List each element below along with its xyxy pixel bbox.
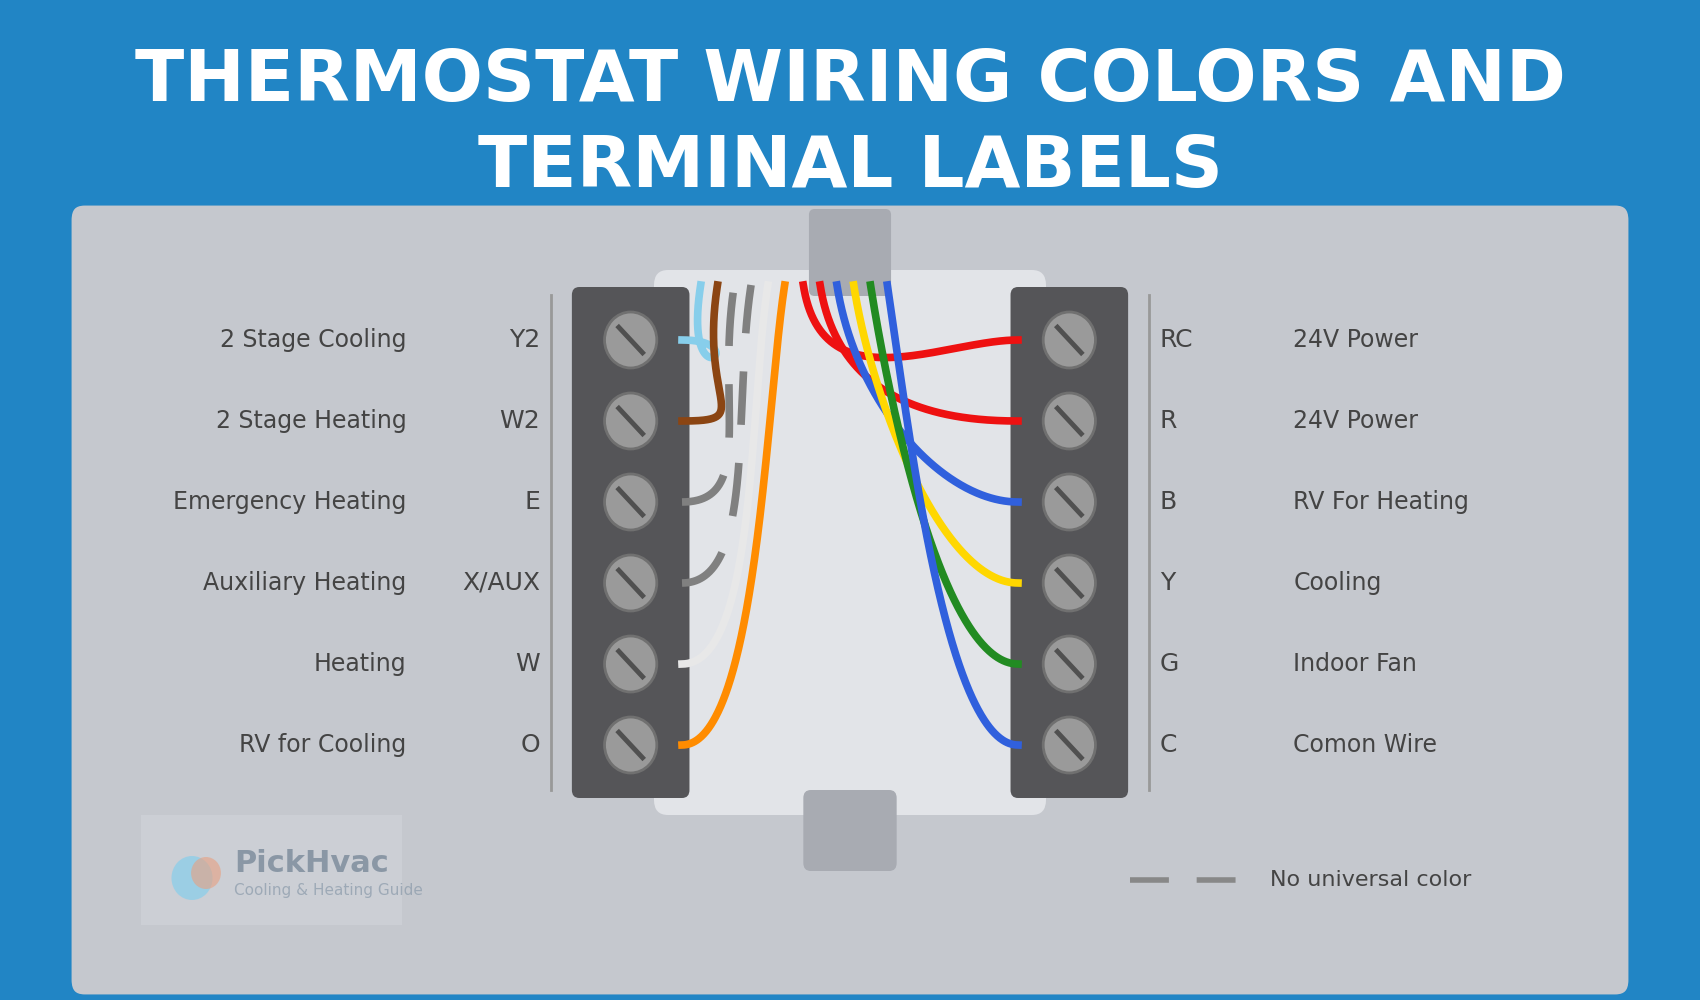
Text: 24V Power: 24V Power [1294,328,1418,352]
Text: W: W [515,652,541,676]
Circle shape [1044,636,1095,692]
Text: E: E [524,490,541,514]
Text: Y2: Y2 [508,328,541,352]
Text: THERMOSTAT WIRING COLORS AND: THERMOSTAT WIRING COLORS AND [134,47,1566,116]
FancyBboxPatch shape [809,209,891,296]
Text: Cooling & Heating Guide: Cooling & Heating Guide [235,882,423,898]
Text: Heating: Heating [314,652,406,676]
Text: 2 Stage Cooling: 2 Stage Cooling [221,328,406,352]
Text: Emergency Heating: Emergency Heating [173,490,406,514]
Bar [56,0,1644,230]
Text: TERMINAL LABELS: TERMINAL LABELS [478,133,1222,202]
Circle shape [605,555,656,611]
Text: PickHvac: PickHvac [235,848,389,878]
Text: 24V Power: 24V Power [1294,409,1418,433]
Text: Cooling: Cooling [1294,571,1382,595]
Circle shape [190,857,221,889]
Circle shape [605,474,656,530]
Circle shape [605,393,656,449]
FancyBboxPatch shape [654,270,1046,815]
Text: O: O [520,733,541,757]
Text: RV for Cooling: RV for Cooling [240,733,406,757]
Text: No universal color: No universal color [1270,870,1472,890]
Circle shape [1044,555,1095,611]
Text: Auxiliary Heating: Auxiliary Heating [204,571,406,595]
Circle shape [1044,474,1095,530]
FancyBboxPatch shape [141,815,401,925]
Text: RV For Heating: RV For Heating [1294,490,1469,514]
FancyBboxPatch shape [804,790,896,871]
Text: X/AUX: X/AUX [462,571,541,595]
Text: G: G [1159,652,1180,676]
Text: R: R [1159,409,1176,433]
Circle shape [1044,312,1095,368]
Text: Y: Y [1159,571,1175,595]
Text: 2 Stage Heating: 2 Stage Heating [216,409,406,433]
Text: C: C [1159,733,1176,757]
FancyBboxPatch shape [1010,287,1129,798]
FancyBboxPatch shape [571,287,690,798]
Circle shape [605,312,656,368]
Text: B: B [1159,490,1176,514]
Circle shape [1044,393,1095,449]
Circle shape [605,717,656,773]
Circle shape [605,636,656,692]
Circle shape [172,856,212,900]
Text: Comon Wire: Comon Wire [1294,733,1436,757]
Text: W2: W2 [500,409,541,433]
Text: RC: RC [1159,328,1193,352]
Text: Indoor Fan: Indoor Fan [1294,652,1418,676]
Circle shape [1044,717,1095,773]
FancyBboxPatch shape [66,200,1634,1000]
